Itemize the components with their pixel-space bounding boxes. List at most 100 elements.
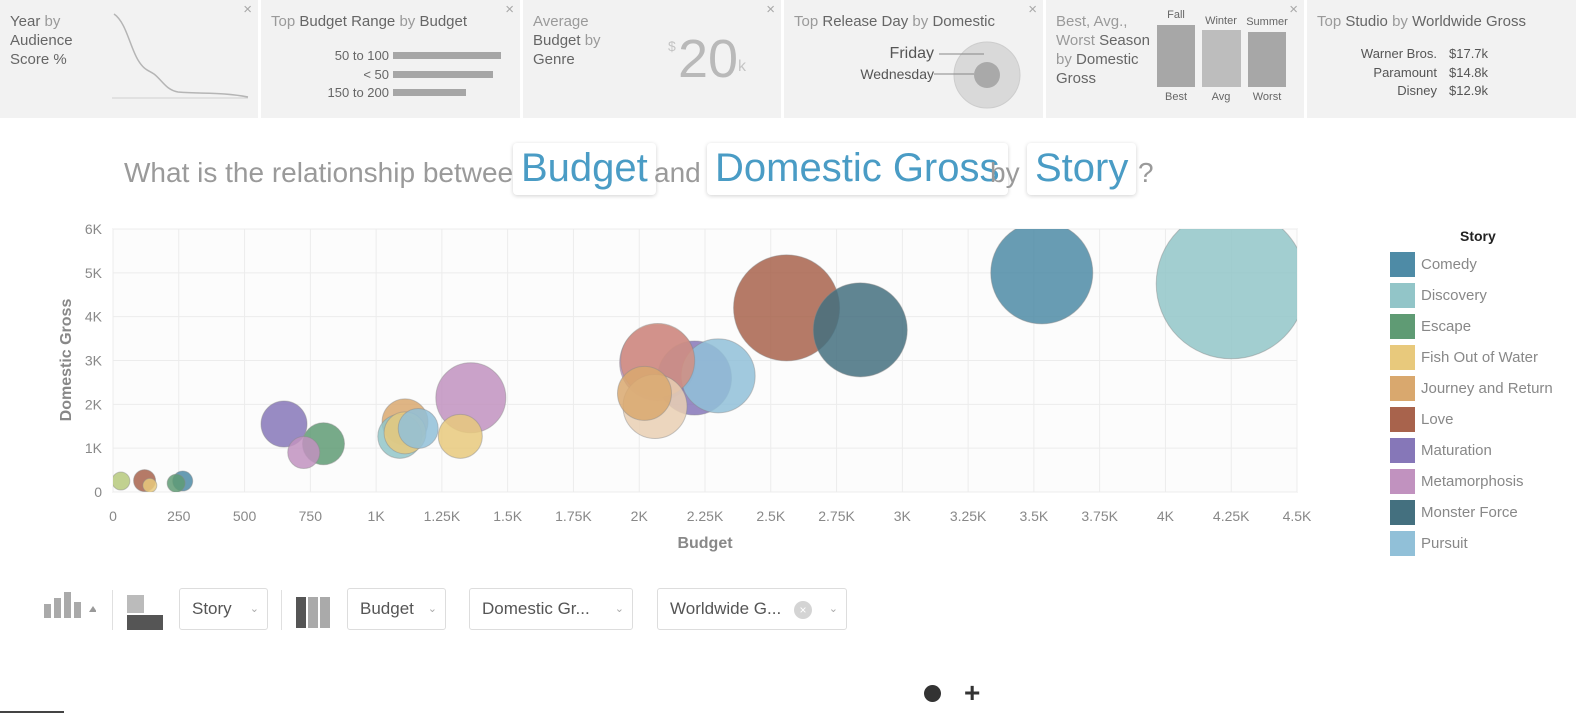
budget-range-row: 150 to 200 — [327, 85, 389, 100]
chart-ticks: 0 250 500 750 1K 1.25K 1.5K 1.75K 2K 2.25K 2.5K 2.7… — [85, 221, 1312, 524]
dropdown-value: Budget — [360, 599, 414, 618]
bottom-progress-line — [0, 711, 64, 713]
bubble-metamorphosis[interactable] — [287, 436, 321, 470]
card-top-studio[interactable]: Top Studio by Worldwide Gross Warner Bro… — [1307, 0, 1576, 118]
unit-label: k — [738, 58, 746, 75]
release-day-label: Friday — [889, 45, 934, 62]
x-tick-label: 0 — [109, 508, 117, 524]
bubble-unlabeled[interactable] — [112, 471, 131, 491]
page-dot-indicator[interactable] — [924, 685, 941, 702]
x-field-selector[interactable]: Budget — [513, 143, 656, 195]
card-top-budget-range[interactable]: Top Budget Range by Budget 50 to 100 < 5… — [261, 0, 520, 118]
legend-swatch — [1390, 314, 1415, 339]
budget-range-bar — [393, 52, 501, 59]
studio-value: $17.7k — [1449, 46, 1489, 61]
legend-label: Fish Out of Water — [1421, 349, 1538, 366]
legend-swatch — [1390, 376, 1415, 401]
season-bar — [1248, 32, 1286, 87]
bubble-escape[interactable] — [166, 473, 186, 492]
studio-name: Warner Bros. — [1360, 46, 1437, 61]
x-tick-label: 1.25K — [424, 508, 461, 524]
x-tick-label: 3.25K — [950, 508, 987, 524]
card-season[interactable]: Best, Avg., Worst Season by Domestic Gro… — [1046, 0, 1304, 118]
season-rank-label: Worst — [1252, 91, 1282, 103]
legend-label: Maturation — [1421, 442, 1492, 459]
legend-title: Story — [1460, 228, 1496, 244]
y-tick-label: 3K — [85, 353, 103, 369]
legend-label: Discovery — [1421, 287, 1487, 304]
card-year-audience-score[interactable]: Year by Audience Score % × — [0, 0, 258, 118]
x-tick-label: 3.75K — [1081, 508, 1118, 524]
chevron-down-icon: ⌄ — [614, 603, 624, 615]
add-page-icon[interactable]: + — [964, 677, 981, 708]
release-day-bubble — [934, 41, 1021, 109]
x-axis-label: Budget — [677, 535, 733, 552]
x-tick-label: 1.5K — [493, 508, 522, 524]
bubble-chart[interactable]: 0 250 500 750 1K 1.25K 1.5K 1.75K 2K 2.25K 2.5K 2.7… — [50, 210, 1340, 560]
bubble-comedy[interactable] — [990, 222, 1094, 325]
legend-swatch — [1390, 531, 1415, 556]
close-icon[interactable]: × — [766, 1, 775, 18]
chart-type-bar-icon[interactable] — [44, 592, 96, 620]
bubble-fish-out-of-water[interactable] — [142, 477, 158, 492]
dropdown-value: Story — [192, 599, 232, 618]
toolbar-divider — [281, 590, 282, 630]
bubble-maturation[interactable] — [260, 400, 308, 448]
budget-range-bar — [393, 71, 493, 78]
legend-label: Monster Force — [1421, 504, 1518, 521]
legend-swatch — [1390, 500, 1415, 525]
y-field-selector[interactable]: Domestic Gross — [707, 143, 1008, 195]
y-tick-label: 2K — [85, 396, 103, 412]
insight-cards: Year by Audience Score % × Top Budget Ra… — [0, 0, 1576, 118]
close-icon[interactable]: × — [243, 1, 252, 18]
card-title: Top Budget Range by Budget — [271, 13, 468, 30]
bubble-fish-out-of-water[interactable] — [437, 413, 483, 459]
season-label: Winter — [1205, 15, 1237, 27]
columns-icon[interactable] — [296, 597, 332, 629]
release-day-label: Wednesday — [860, 66, 934, 82]
x-tick-label: 4K — [1157, 508, 1175, 524]
x-axis-dropdown[interactable]: Budget ⌄ — [347, 588, 446, 630]
bubble-monster-force[interactable] — [812, 282, 908, 378]
y-tick-label: 1K — [85, 440, 103, 456]
group-field-selector[interactable]: Story — [1027, 143, 1137, 195]
legend-swatch — [1390, 438, 1415, 463]
y-tick-label: 5K — [85, 265, 103, 281]
close-icon[interactable]: × — [1289, 1, 1298, 18]
size-dropdown[interactable]: Worldwide G... × ⌄ — [657, 588, 847, 630]
y-axis-dropdown[interactable]: Domestic Gr... ⌄ — [469, 588, 633, 630]
card-title: Top Release Day by Domestic — [794, 13, 995, 30]
clear-icon[interactable]: × — [794, 601, 812, 619]
bubble-pursuit[interactable] — [397, 407, 439, 449]
close-icon[interactable]: × — [1028, 1, 1037, 18]
bubble-journey-and-return[interactable] — [616, 365, 672, 421]
close-icon[interactable]: × — [505, 1, 514, 18]
toolbar-divider — [112, 590, 113, 630]
season-label: Fall — [1167, 9, 1185, 21]
card-average-budget[interactable]: Average Budget by Genre $ 20 k × — [523, 0, 781, 118]
legend-label: Metamorphosis — [1421, 473, 1524, 490]
card-title: Best, Avg., Worst Season by Domestic Gro… — [1056, 13, 1150, 87]
x-tick-label: 250 — [167, 508, 191, 524]
chevron-down-icon: ⌄ — [249, 603, 259, 615]
dropdown-value: Domestic Gr... — [482, 599, 590, 618]
y-axis-label: Domestic Gross — [58, 299, 75, 422]
x-tick-label: 2K — [631, 508, 649, 524]
card-title: Average Budget by Genre — [533, 13, 601, 68]
dropdown-value: Worldwide G... — [670, 599, 782, 618]
card-title: Year by Audience Score % — [10, 13, 73, 68]
season-bar — [1157, 25, 1195, 87]
sparkline — [112, 13, 249, 99]
y-tick-label: 6K — [85, 221, 103, 237]
bubble-discovery[interactable] — [1155, 210, 1306, 360]
budget-range-row: 50 to 100 — [334, 48, 389, 63]
studio-name: Paramount — [1373, 65, 1437, 80]
x-tick-label: 3K — [894, 508, 912, 524]
group-by-dropdown[interactable]: Story ⌄ — [179, 588, 268, 630]
legend-label: Escape — [1421, 318, 1472, 335]
legend-label: Journey and Return — [1421, 380, 1553, 397]
legend-swatch — [1390, 407, 1415, 432]
card-top-release-day[interactable]: Top Release Day by Domestic Friday Wedne… — [784, 0, 1043, 118]
group-by-icon[interactable] — [127, 595, 165, 631]
chevron-down-icon: ⌄ — [828, 603, 838, 615]
